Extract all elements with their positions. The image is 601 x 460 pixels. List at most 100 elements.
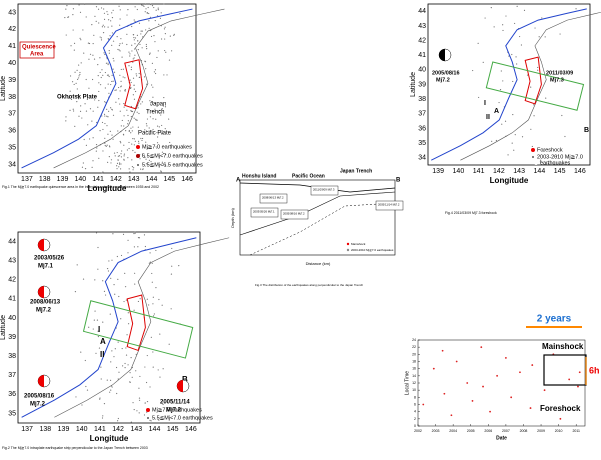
background-event [502,29,504,32]
background-event [145,123,148,125]
y-tick-label: 39 [8,77,16,84]
background-event [148,53,151,55]
x-tick-label: 2007 [502,429,510,433]
background-event [87,124,89,126]
background-event [102,24,104,26]
label: A [100,337,106,346]
background-event [154,72,157,75]
y-tick-label: 38 [418,96,426,103]
background-event [150,336,152,338]
background-event [150,102,152,104]
background-event [178,265,180,267]
background-event [104,144,106,147]
background-event [160,170,162,172]
data-point [559,417,562,420]
background-event [80,351,82,353]
background-event [88,87,90,89]
background-event [141,153,144,155]
background-event [131,130,133,132]
background-event [152,366,154,368]
y-tick-label: 43 [8,9,16,16]
background-event [124,367,126,369]
background-event [147,110,149,112]
background-event [145,381,148,384]
background-event [118,371,120,373]
background-event [104,71,106,74]
background-event [123,300,125,303]
background-event [163,153,165,155]
axis-label: Latitude [0,315,7,340]
background-event [132,138,134,140]
background-event [512,80,514,83]
background-event [118,98,120,100]
background-event [139,158,141,160]
y-tick-label: 2 [414,417,416,421]
caption: Fig.3 The distribution of the earthquake… [255,283,364,287]
background-event [154,69,157,71]
background-event [155,118,157,120]
background-event [72,8,75,10]
x-tick-label: 144 [534,168,546,175]
background-event [94,15,96,17]
background-event [146,147,149,149]
background-event [117,378,119,380]
background-event [127,323,130,325]
background-event [132,58,134,60]
background-event [91,120,93,122]
background-event [101,115,103,117]
y-tick-label: 14 [412,374,416,378]
background-event [99,397,101,399]
y-tick-label: 37 [8,372,16,379]
background-event [104,87,106,89]
background-event [160,114,162,116]
background-event [157,50,159,52]
y-tick-label: 40 [8,60,16,67]
background-event [86,389,89,391]
y-tick-label: 37 [418,111,426,118]
background-event [78,4,80,6]
background-event [153,35,155,37]
background-event [82,162,84,164]
background-event [146,12,148,14]
x-tick-label: 138 [39,426,51,433]
background-event [132,34,134,36]
background-event [106,125,108,127]
background-event [160,12,162,14]
background-event [152,303,154,305]
background-event [127,114,129,117]
background-event [77,77,80,79]
background-event [131,376,133,378]
data-point [432,367,435,370]
background-event [131,44,133,46]
background-event [92,54,94,56]
background-event [547,163,549,165]
legend-marker [531,148,535,152]
background-event [133,117,135,119]
background-event [66,5,68,7]
background-event [514,22,516,25]
background-event [132,402,134,404]
background-event [150,101,153,103]
background-event [130,110,132,113]
x-tick-label: 145 [163,176,175,183]
background-event [107,13,109,15]
background-event [92,110,94,112]
background-event [531,145,533,148]
y-tick-label: 37 [8,111,16,118]
background-event [120,163,122,165]
background-event [116,36,118,38]
background-event [135,353,137,355]
background-event [65,8,67,10]
data-point [480,346,483,349]
label: 2008/06/13 [30,300,61,306]
background-event [130,66,133,68]
background-event [123,125,125,127]
background-event [161,108,163,110]
background-event [97,106,99,108]
background-event [133,88,135,90]
background-event [159,333,161,335]
background-event [111,32,114,34]
data-point [496,374,499,377]
y-tick-label: 0 [414,424,416,428]
background-event [110,20,112,22]
